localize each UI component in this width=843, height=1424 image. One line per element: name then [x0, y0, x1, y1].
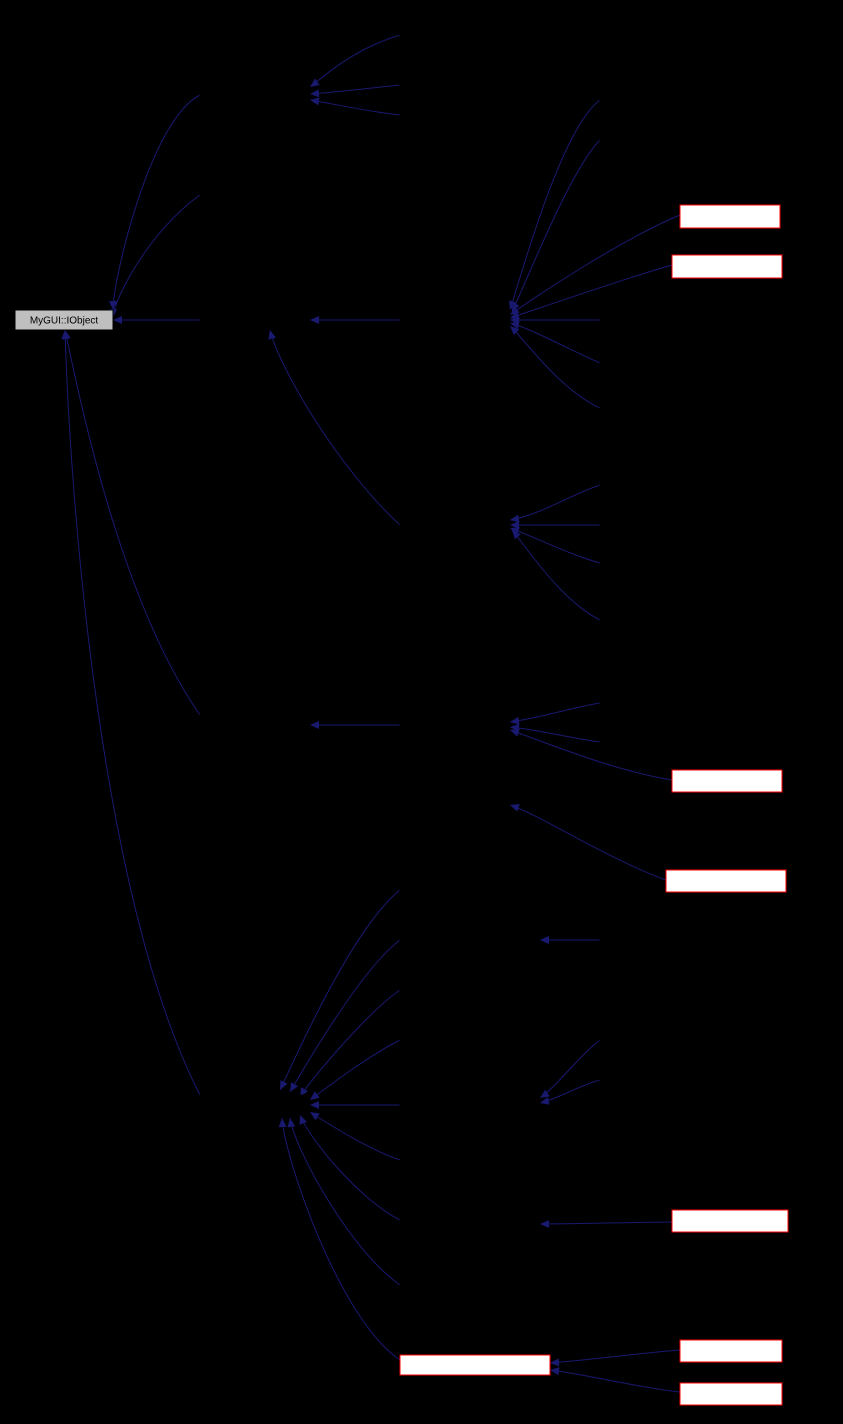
- class-node[interactable]: [680, 205, 780, 228]
- class-node[interactable]: [600, 735, 710, 755]
- inheritance-edge: [310, 35, 400, 87]
- class-node[interactable]: [400, 1030, 540, 1050]
- inheritance-edge: [512, 140, 600, 312]
- inheritance-edge: [310, 85, 400, 94]
- class-node[interactable]: [400, 515, 510, 535]
- inheritance-edge: [310, 100, 400, 115]
- class-node[interactable]: [666, 870, 786, 892]
- class-node[interactable]: [400, 1355, 550, 1375]
- class-node[interactable]: [200, 1095, 310, 1115]
- class-node[interactable]: [680, 1383, 782, 1405]
- class-node[interactable]: [400, 980, 540, 1000]
- inheritance-edge: [270, 330, 400, 525]
- class-node[interactable]: [672, 1210, 788, 1232]
- inheritance-edge: [65, 330, 200, 1095]
- class-node[interactable]: [400, 75, 510, 95]
- class-node[interactable]: [400, 1215, 540, 1235]
- inheritance-edge: [113, 95, 200, 310]
- class-node[interactable]: [600, 695, 710, 715]
- class-node[interactable]: [600, 355, 710, 375]
- class-node[interactable]: [600, 515, 710, 535]
- node-label: MyGUI::IObject: [30, 316, 99, 327]
- class-node[interactable]: [672, 770, 782, 792]
- class-node[interactable]: [600, 930, 710, 950]
- class-node[interactable]: [400, 880, 540, 900]
- inheritance-edge: [540, 1080, 600, 1103]
- class-node[interactable]: [600, 90, 710, 110]
- inheritance-edge: [540, 1040, 600, 1098]
- nodes: MyGUI::IObject: [15, 25, 788, 1405]
- inheritance-edge: [300, 990, 400, 1097]
- class-node[interactable]: [600, 475, 710, 495]
- inheritance-edge: [310, 1040, 400, 1100]
- inheritance-edge: [280, 890, 400, 1090]
- inheritance-edge: [282, 1118, 400, 1360]
- class-node[interactable]: [400, 715, 510, 735]
- inheritance-edge: [510, 703, 600, 722]
- inheritance-edge: [65, 330, 200, 715]
- class-node[interactable]: [200, 85, 310, 105]
- class-node[interactable]: [600, 400, 710, 420]
- inheritance-edge: [290, 1118, 400, 1285]
- class-node[interactable]: [600, 1030, 710, 1050]
- inheritance-edge: [300, 1115, 400, 1220]
- class-node[interactable]: [600, 310, 710, 330]
- inheritance-edge: [510, 485, 600, 520]
- inheritance-edge: [540, 1222, 672, 1224]
- inheritance-edge: [510, 326, 600, 408]
- class-node[interactable]: [600, 615, 710, 635]
- inheritance-edge: [510, 100, 600, 310]
- inheritance-edge: [113, 195, 200, 318]
- inheritance-edge: [550, 1350, 680, 1363]
- class-node[interactable]: [200, 310, 310, 330]
- inheritance-edge: [510, 805, 666, 880]
- class-node[interactable]: [400, 1095, 540, 1115]
- class-node[interactable]: MyGUI::IObject: [15, 310, 113, 330]
- class-node[interactable]: [200, 185, 310, 205]
- class-node[interactable]: [400, 25, 510, 45]
- inheritance-edge: [290, 940, 400, 1092]
- inheritance-edge: [550, 1370, 680, 1392]
- class-node[interactable]: [400, 930, 540, 950]
- class-node[interactable]: [400, 795, 510, 815]
- class-node[interactable]: [400, 110, 510, 130]
- inheritance-diagram: MyGUI::IObject: [0, 0, 843, 1424]
- class-node[interactable]: [400, 310, 510, 330]
- class-node[interactable]: [600, 555, 710, 575]
- class-node[interactable]: [400, 1155, 540, 1175]
- edges: [61, 35, 680, 1392]
- inheritance-edge: [512, 530, 600, 620]
- class-node[interactable]: [672, 255, 782, 278]
- class-node[interactable]: [200, 715, 310, 735]
- class-node[interactable]: [680, 1340, 782, 1362]
- class-node[interactable]: [400, 1280, 540, 1300]
- inheritance-edge: [310, 1112, 400, 1160]
- inheritance-edge: [510, 323, 600, 363]
- class-node[interactable]: [600, 1070, 710, 1090]
- class-node[interactable]: [600, 130, 710, 150]
